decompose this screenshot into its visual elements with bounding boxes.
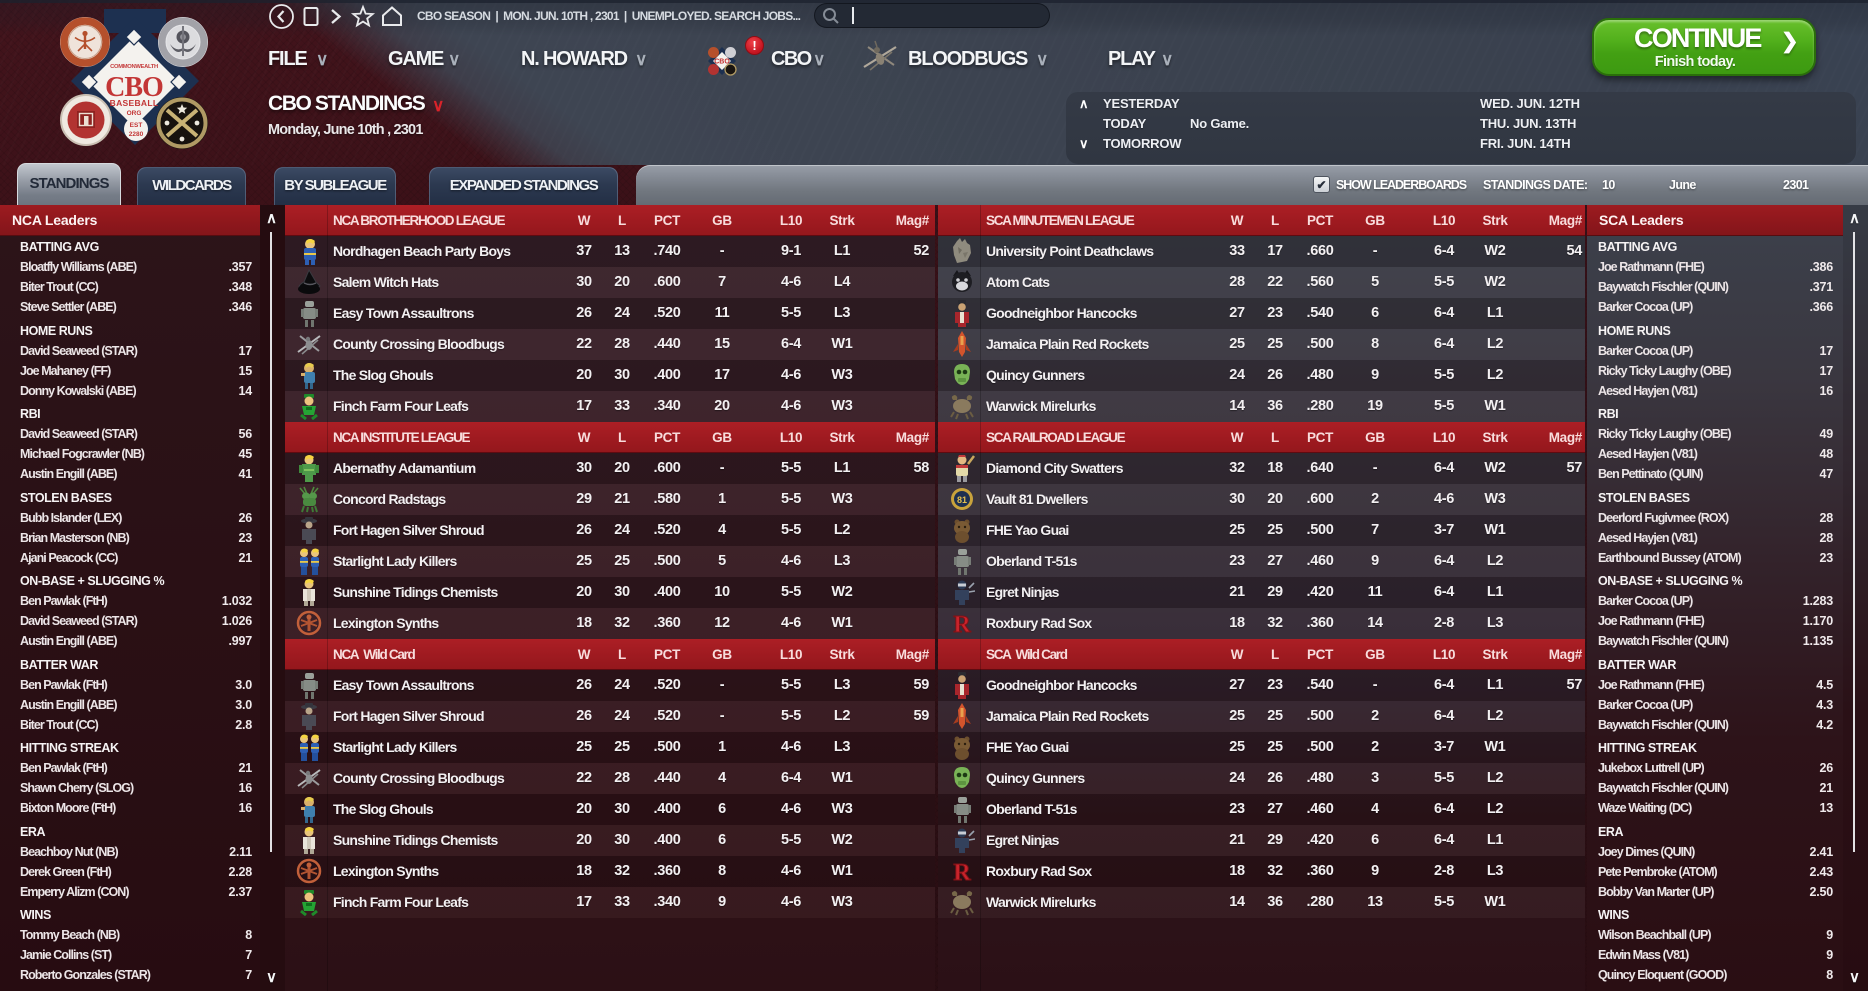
svg-text:EST: EST xyxy=(130,122,143,129)
svg-text:CBO: CBO xyxy=(714,59,730,66)
svg-text:COMMONWEALTH: COMMONWEALTH xyxy=(110,64,158,70)
svg-text:2280: 2280 xyxy=(129,131,144,138)
svg-text:R: R xyxy=(953,860,971,885)
svg-text:CBO: CBO xyxy=(105,72,163,103)
svg-text:R: R xyxy=(953,612,971,637)
svg-text:ORG: ORG xyxy=(127,110,142,117)
svg-text:BASEBALL: BASEBALL xyxy=(110,98,159,108)
svg-text:81: 81 xyxy=(957,495,967,505)
